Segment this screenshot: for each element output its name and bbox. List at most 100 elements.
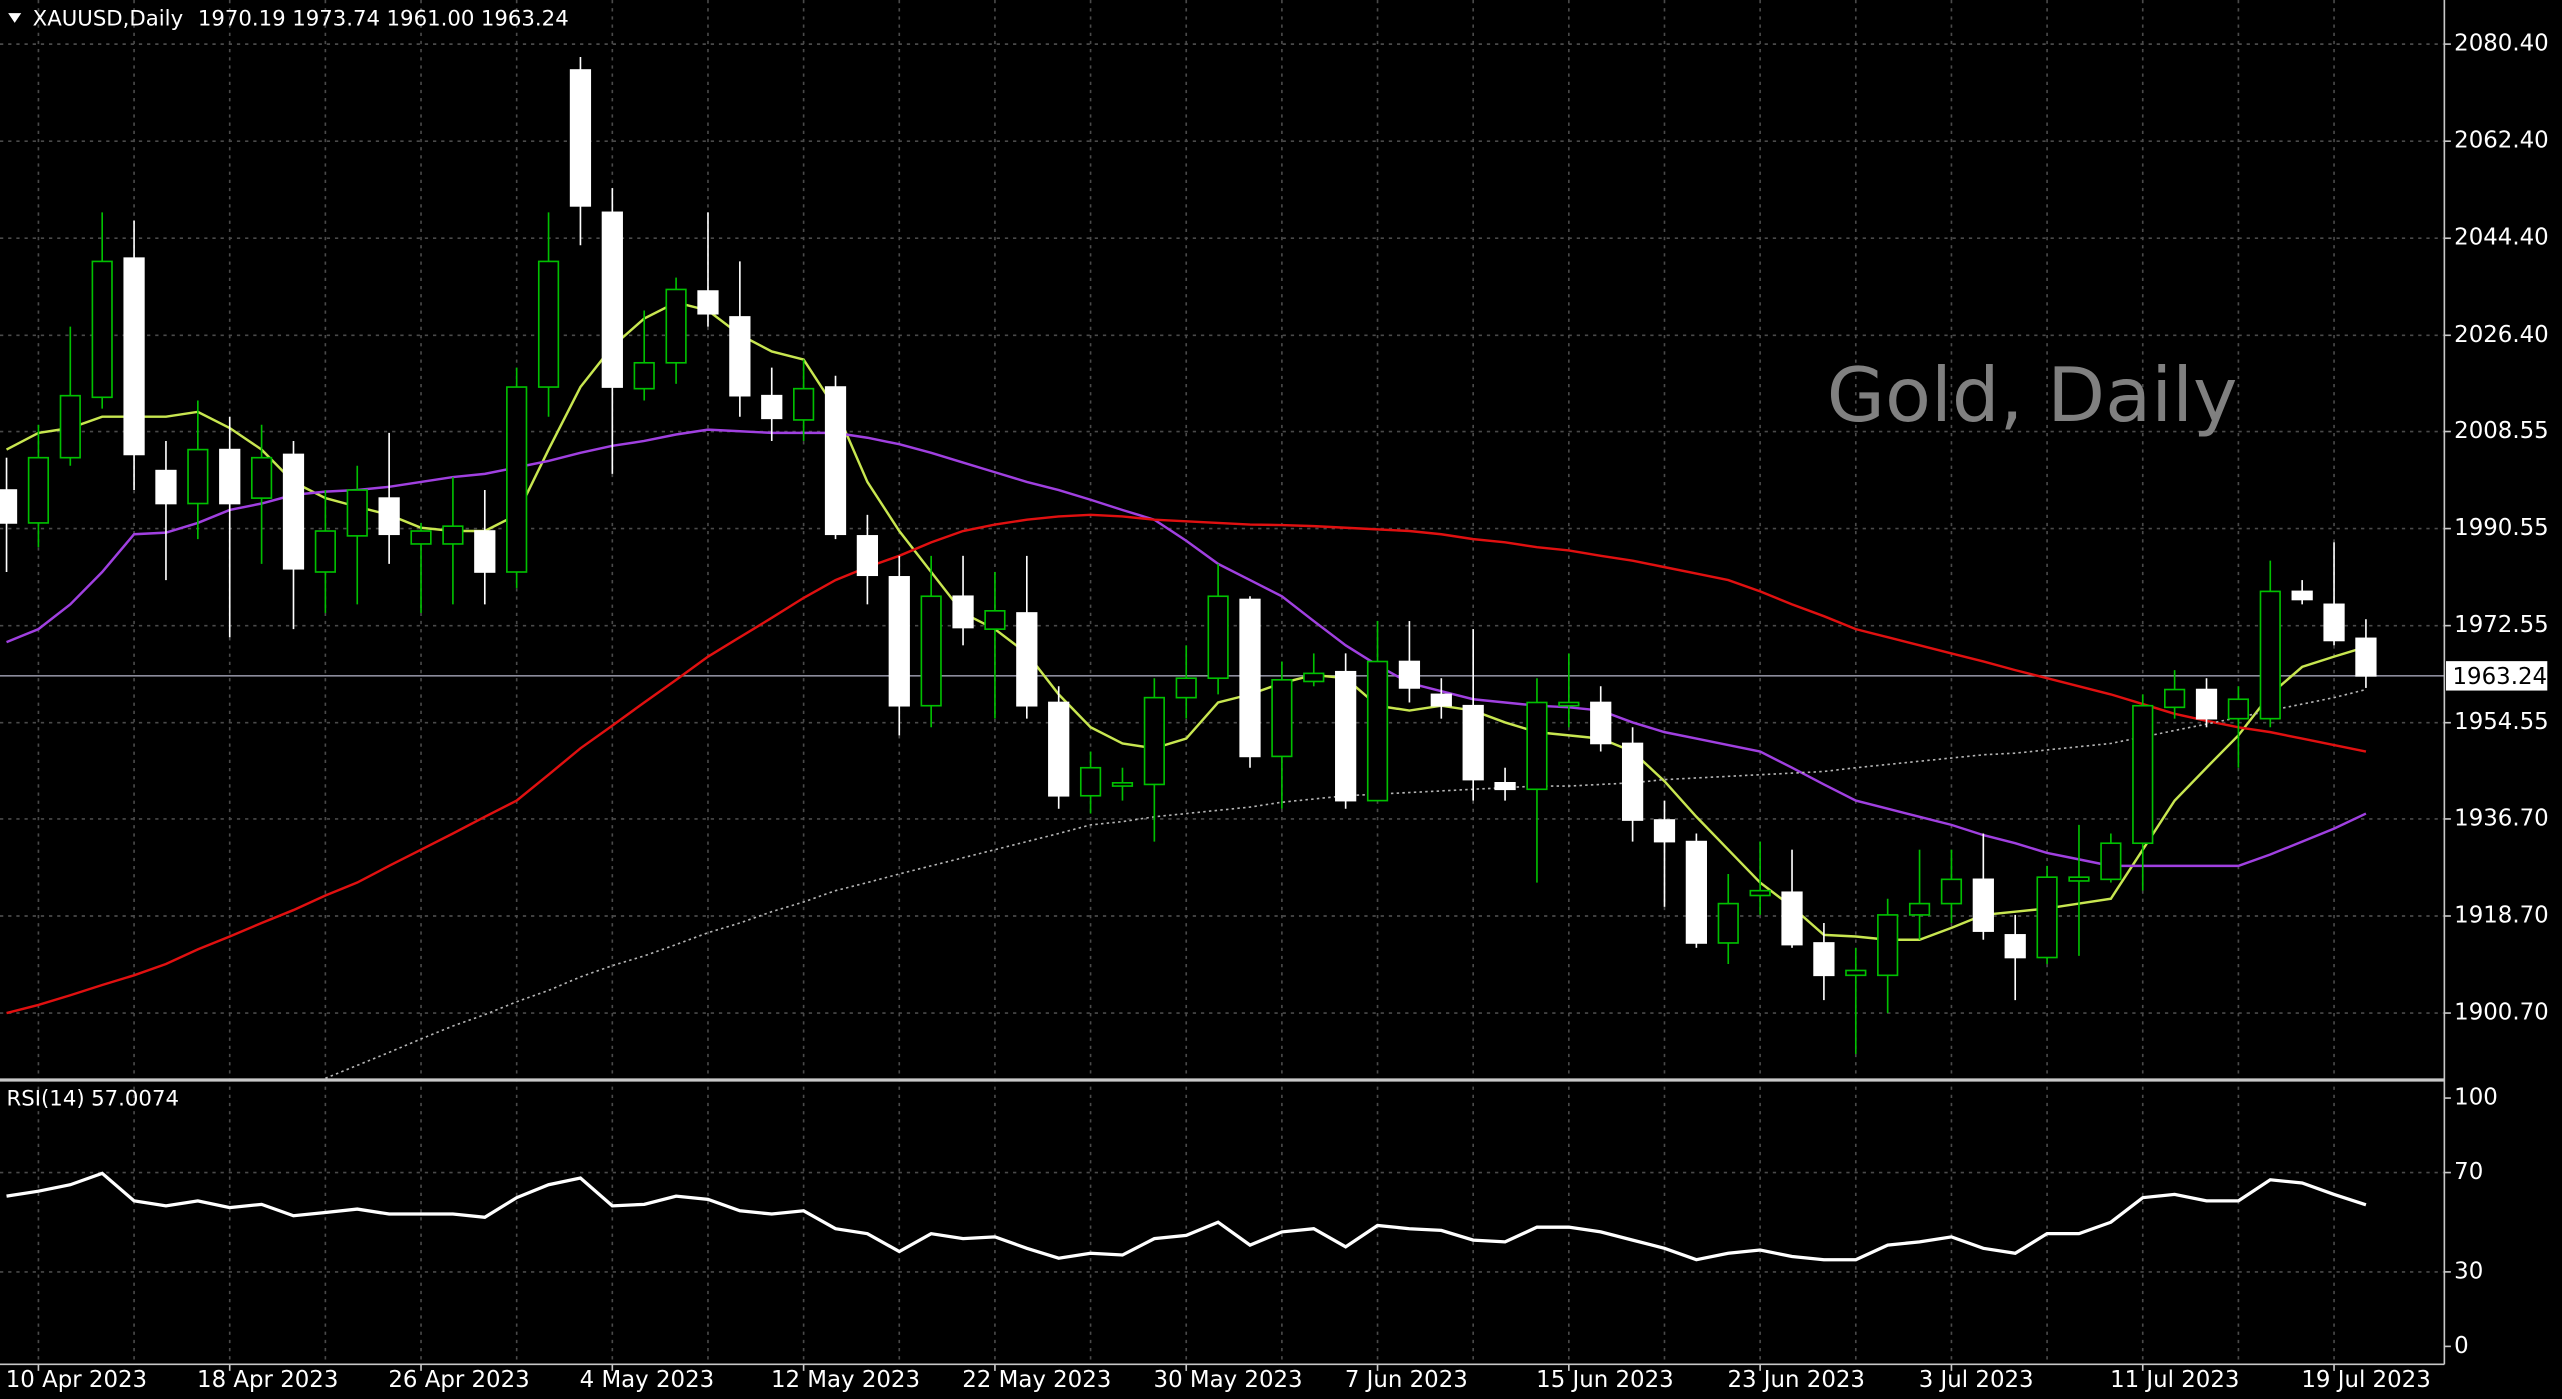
candle-body — [2164, 688, 2186, 709]
y-tick-label: 1936.70 — [2454, 805, 2549, 831]
x-tick-label: 18 Apr 2023 — [197, 1367, 338, 1393]
candle-body — [282, 453, 305, 570]
candle-body — [1717, 902, 1739, 944]
x-tick-label: 19 Jul 2023 — [2301, 1367, 2430, 1393]
moving-average-line — [6, 513, 2367, 1015]
candle-body — [761, 394, 783, 420]
candle-body — [1940, 878, 1963, 905]
candle-body — [1048, 701, 1070, 797]
candle-body — [1111, 782, 1134, 787]
x-tick-label: 4 May 2023 — [580, 1367, 715, 1393]
x-tick-label: 12 May 2023 — [771, 1367, 920, 1393]
candle-body — [378, 497, 400, 536]
candle-body — [155, 469, 177, 505]
candle-body — [537, 260, 560, 388]
candle-body — [920, 595, 942, 707]
rsi-tick-label: 0 — [2454, 1333, 2469, 1359]
rsi-tick-label: 100 — [2454, 1085, 2498, 1111]
candle-body — [1494, 782, 1516, 791]
axes: 2080.40 2062.40 2044.40 2026.40 2008.55 1990.… — [6, 31, 2549, 1394]
price-tag: 1963.24 — [2453, 664, 2548, 690]
watermark-title: Gold, Daily — [1827, 351, 2238, 439]
y-tick-label: 2080.40 — [2454, 31, 2549, 57]
candle-body — [1016, 612, 1038, 707]
menu-triangle[interactable] — [8, 13, 22, 23]
rsi-tick-label: 30 — [2454, 1258, 2483, 1284]
candle-body — [1653, 819, 1676, 843]
candle-body — [2068, 876, 2090, 882]
candle-body — [1335, 670, 1357, 802]
candle-body — [91, 260, 113, 399]
candle-body — [1558, 701, 1580, 707]
candle-body — [346, 489, 368, 537]
candle-body — [1398, 660, 1421, 689]
candle-body — [1749, 889, 1771, 897]
candle-body — [665, 288, 687, 364]
header-close: 1963.24 — [481, 7, 569, 32]
candle-body — [2323, 603, 2345, 642]
candle-body — [2036, 876, 2058, 959]
candle-body — [1781, 891, 1803, 946]
candle-body — [729, 316, 751, 397]
candle-body — [2355, 637, 2377, 677]
price-tag-bg — [2445, 661, 2548, 691]
candle-body — [1845, 969, 1867, 977]
candle-body — [1207, 595, 1229, 680]
y-tick-label: 1972.55 — [2454, 612, 2549, 638]
x-tick-label: 15 Jun 2023 — [1536, 1367, 1674, 1393]
candle-body — [1813, 942, 1835, 977]
rsi-last: 57.0074 — [91, 1087, 179, 1112]
candle-body — [2004, 934, 2026, 959]
y-tick-label: 2062.40 — [2454, 128, 2549, 154]
candle-body — [219, 448, 241, 505]
candle-body — [314, 530, 336, 573]
candle-body — [1462, 704, 1484, 781]
candle-body — [2291, 590, 2313, 601]
candle-body — [1621, 742, 1644, 821]
candle-body — [1239, 598, 1261, 758]
candle-body — [1303, 672, 1325, 683]
candle-body — [506, 386, 528, 573]
candle-body — [250, 456, 273, 499]
x-tick-label: 11 Jul 2023 — [2110, 1367, 2239, 1393]
candle-body — [2195, 688, 2218, 720]
candle-body — [824, 386, 847, 536]
candle-body — [1877, 914, 1899, 977]
candle-body — [633, 361, 655, 390]
x-tick-label: 23 Jun 2023 — [1727, 1367, 1865, 1393]
header-low: 1961.00 — [387, 7, 475, 32]
candle-body — [1366, 660, 1389, 802]
candle-body — [1175, 677, 1197, 699]
moving-average-line — [6, 428, 2367, 868]
candle-body — [474, 530, 496, 573]
candle-body — [856, 535, 879, 577]
candle-body — [2132, 704, 2154, 845]
candle-body — [1685, 840, 1707, 944]
y-tick-label: 2044.40 — [2454, 225, 2549, 251]
candle-body — [793, 387, 815, 421]
candle-body — [2227, 698, 2250, 720]
candle-body — [888, 576, 910, 707]
candle-body — [0, 489, 18, 524]
candle-body — [1079, 766, 1102, 797]
y-tick-label: 1918.70 — [2454, 903, 2549, 929]
candle-body — [601, 211, 623, 388]
candle-body — [697, 290, 719, 315]
header-high: 1973.74 — [292, 7, 380, 32]
y-tick-label: 1954.55 — [2454, 709, 2549, 735]
y-tick-label: 2008.55 — [2454, 418, 2549, 444]
candle-body — [1972, 878, 1994, 932]
moving-average-line — [5, 301, 2367, 941]
candle-body — [984, 609, 1006, 630]
candle-body — [410, 530, 432, 545]
y-tick-label: 2026.40 — [2454, 322, 2549, 348]
x-tick-label: 10 Apr 2023 — [6, 1367, 147, 1393]
candle-body — [442, 525, 464, 545]
y-tick-label: 1990.55 — [2454, 515, 2549, 541]
header: XAUUSD,Daily 1970.19 1973.74 1961.00 1963.24 — [33, 7, 569, 32]
rsi-header: RSI(14) 57.0074 — [7, 1087, 179, 1112]
x-tick-label: 3 Jul 2023 — [1919, 1367, 2034, 1393]
x-tick-label: 22 May 2023 — [962, 1367, 1111, 1393]
candle-body — [123, 257, 145, 456]
